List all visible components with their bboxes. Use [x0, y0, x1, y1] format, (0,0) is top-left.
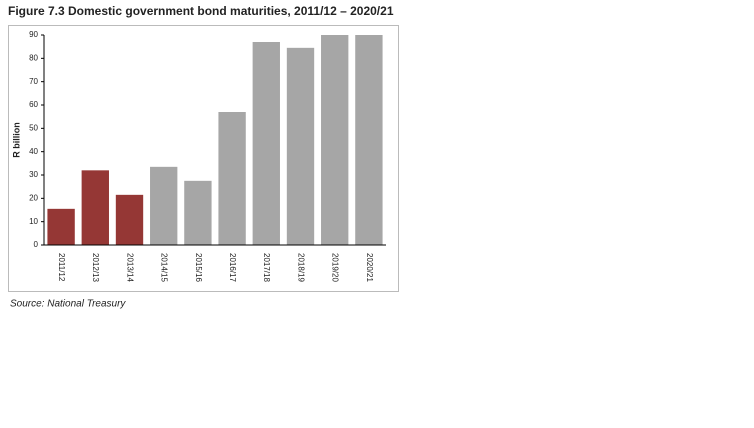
bar	[286, 47, 315, 246]
chart-frame	[8, 25, 399, 292]
chart-title: Figure 7.3 Domestic government bond matu…	[8, 4, 394, 18]
bar	[218, 112, 246, 245]
y-tick-label: 30	[29, 170, 38, 179]
x-tick-label: 2012/13	[91, 253, 100, 282]
y-tick-label: 70	[29, 77, 38, 86]
source-note: Source: National Treasury	[10, 299, 126, 310]
y-axis-label: R billion	[11, 122, 21, 158]
x-tick-label: 2017/18	[262, 253, 271, 282]
x-tick-label: 2015/16	[194, 253, 203, 282]
bar	[47, 208, 75, 245]
bar	[355, 35, 383, 245]
y-tick-label: 0	[34, 240, 39, 249]
y-tick-label: 40	[29, 147, 38, 156]
x-tick-label: 2013/14	[125, 253, 134, 282]
y-tick-label: 10	[29, 217, 38, 226]
y-tick-label: 80	[29, 53, 38, 62]
bar	[81, 170, 109, 245]
bar	[184, 180, 212, 245]
x-tick-label: 2011/12	[57, 253, 66, 282]
x-tick-label: 2016/17	[228, 253, 237, 282]
y-tick-label: 90	[29, 30, 38, 39]
y-tick-label: 50	[29, 123, 38, 132]
y-tick-label: 60	[29, 100, 38, 109]
bar	[321, 35, 349, 245]
y-tick-label: 20	[29, 193, 38, 202]
bar	[150, 166, 178, 245]
x-tick-label: 2014/15	[160, 253, 169, 282]
bar	[115, 194, 144, 245]
x-tick-label: 2020/21	[365, 253, 374, 282]
bar	[252, 42, 280, 245]
x-tick-label: 2019/20	[331, 253, 340, 282]
x-tick-label: 2018/19	[296, 253, 305, 282]
